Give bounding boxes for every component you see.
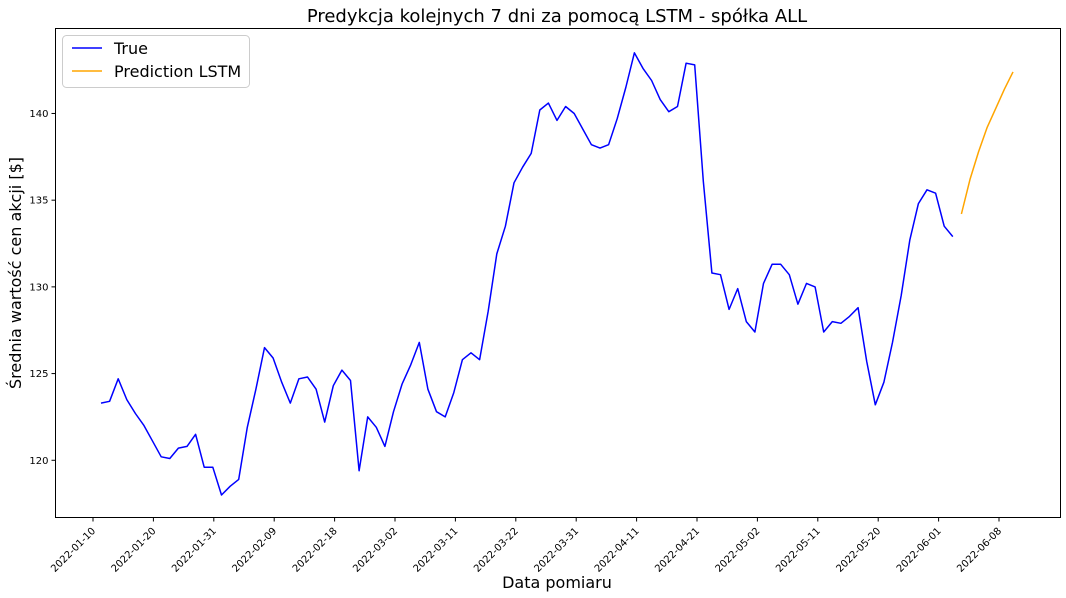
series-line-true <box>100 52 954 496</box>
y-tick-label: 125 <box>29 369 48 380</box>
y-tick-label: 135 <box>29 196 48 207</box>
chart-title: Predykcja kolejnych 7 dni za pomocą LSTM… <box>307 6 807 27</box>
legend-label-true: True <box>113 39 148 58</box>
y-tick-label: 130 <box>29 282 48 293</box>
legend-box <box>62 35 250 88</box>
series-line-prediction-lstm <box>960 71 1014 215</box>
plot-area <box>55 28 1061 518</box>
legend-label-prediction-lstm: Prediction LSTM <box>114 62 241 81</box>
y-tick-label: 140 <box>29 109 48 120</box>
legend: True Prediction LSTM <box>62 35 250 88</box>
x-axis-label: Data pomiaru <box>502 573 612 592</box>
y-axis-ticks: 120 125 130 135 140 <box>29 109 56 467</box>
y-axis-label: Średnia wartość cen akcji [$] <box>6 157 25 389</box>
y-tick-label: 120 <box>29 456 48 467</box>
series-layer <box>100 52 1014 496</box>
